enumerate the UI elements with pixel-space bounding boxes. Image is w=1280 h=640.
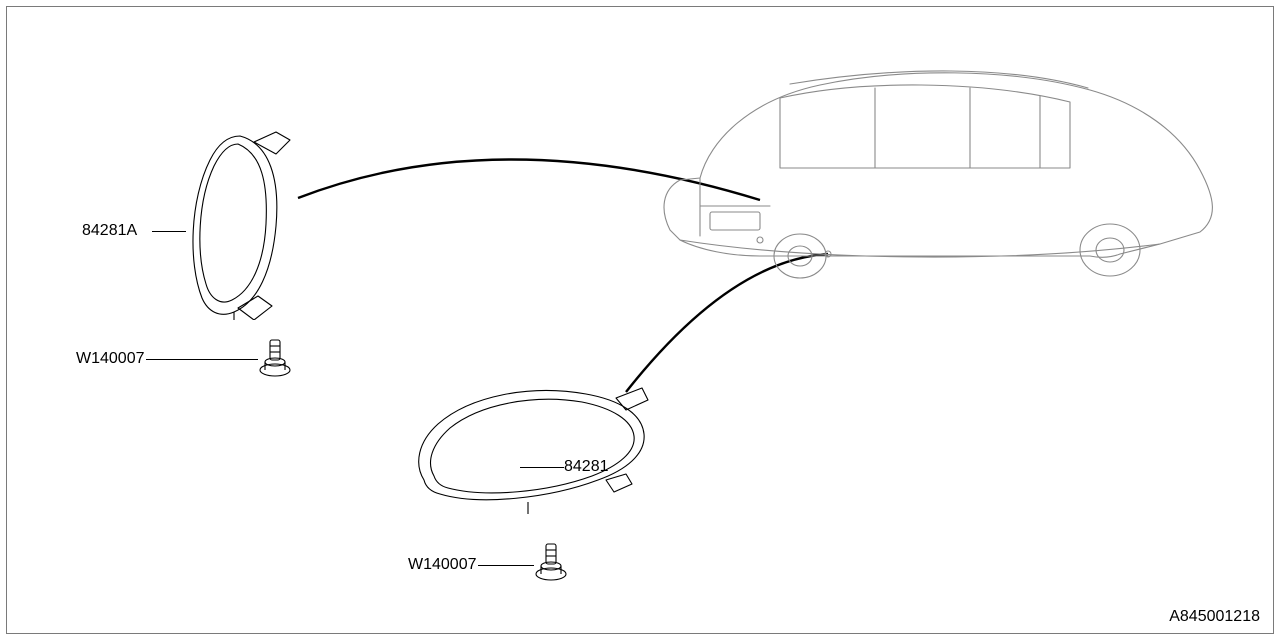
vehicle-outline (640, 40, 1230, 300)
leader-reflector-left (152, 231, 186, 232)
nut-right (534, 540, 568, 582)
callout-nut-left: W140007 (76, 350, 145, 368)
reflector-left (180, 130, 300, 320)
nut-left (258, 336, 292, 378)
callout-nut-right: W140007 (408, 556, 477, 574)
diagram-canvas: 84281A W140007 84281 W140007 A845001218 (0, 0, 1280, 640)
leader-nut-left (146, 359, 258, 360)
leader-reflector-right (520, 467, 564, 468)
callout-reflector-right: 84281 (564, 458, 609, 476)
leader-nut-right (478, 565, 534, 566)
diagram-id: A845001218 (1169, 608, 1260, 626)
reflector-right (410, 380, 650, 520)
callout-reflector-left: 84281A (82, 222, 137, 240)
